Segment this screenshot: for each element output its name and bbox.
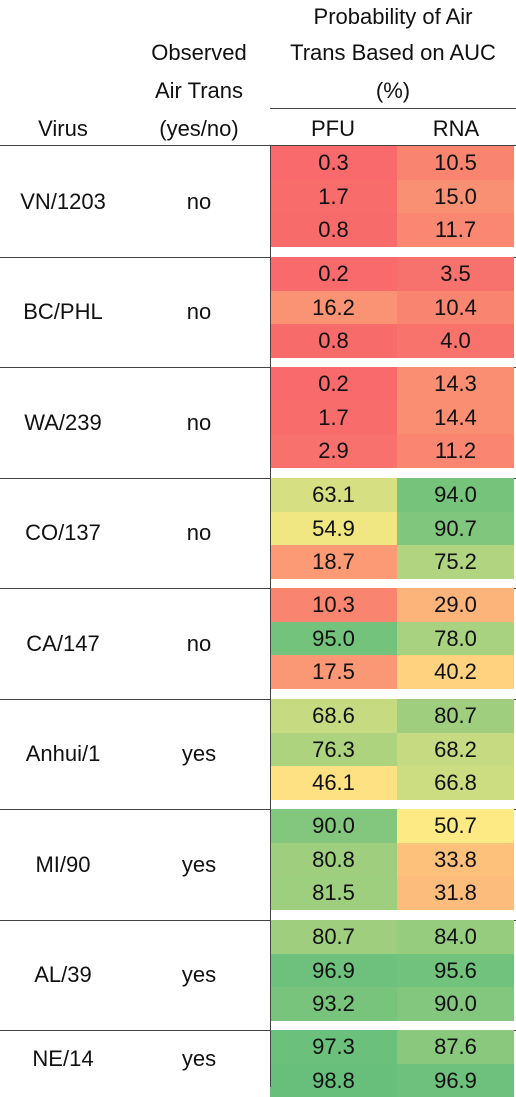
pfu-value: 0.8 [270, 324, 397, 358]
rna-value: 50.7 [397, 809, 514, 843]
pfu-value: 2.9 [270, 434, 397, 468]
pfu-value: 97.3 [270, 1030, 397, 1064]
header-observed-line1: Observed [151, 40, 247, 65]
header-rna: RNA [432, 116, 480, 141]
virus-name: CO/137 [25, 520, 101, 545]
header-observed-line3: (yes/no) [159, 116, 239, 141]
virus-name: NE/14 [32, 1045, 94, 1071]
header-virus: Virus [38, 116, 88, 141]
rna-value: 11.2 [397, 434, 514, 468]
pfu-value: 81.5 [270, 876, 397, 910]
pfu-value: 96.9 [270, 954, 397, 987]
observed-air-trans: no [186, 409, 212, 435]
observed-air-trans: yes [181, 962, 217, 987]
pfu-value: 68.6 [270, 699, 397, 733]
pfu-value: 18.7 [270, 545, 397, 579]
header-probability-line3: (%) [375, 78, 411, 103]
group-separator [0, 1030, 516, 1031]
pfu-value: 63.1 [270, 478, 397, 512]
rna-value: 14.3 [397, 367, 514, 401]
pfu-value: 54.9 [270, 512, 397, 545]
pfu-value: 0.2 [270, 257, 397, 291]
group-separator [0, 367, 516, 368]
rna-value: 3.5 [397, 257, 514, 291]
header-bottom-rule [0, 145, 516, 146]
virus-name: Anhui/1 [25, 741, 101, 766]
virus-name: AL/39 [34, 962, 92, 987]
rna-value: 15.0 [397, 180, 514, 213]
pfu-value: 16.2 [270, 291, 397, 324]
virus-name: BC/PHL [23, 299, 103, 324]
group-separator [0, 478, 516, 479]
group-separator [0, 257, 516, 258]
rna-value: 31.8 [397, 876, 514, 910]
rna-value: 68.2 [397, 733, 514, 766]
rna-value: 29.0 [397, 588, 514, 622]
rna-value: 10.4 [397, 291, 514, 324]
pfu-value: 80.7 [270, 920, 397, 954]
observed-air-trans: no [186, 520, 212, 545]
rna-value: 4.0 [397, 324, 514, 358]
virus-name: WA/239 [24, 409, 102, 435]
header-pfu: PFU [311, 116, 355, 141]
pfu-value: 76.3 [270, 733, 397, 766]
header-observed-line2: Air Trans [154, 78, 244, 103]
rna-value: 66.8 [397, 766, 514, 800]
pfu-value: 0.3 [270, 146, 397, 180]
pfu-value: 98.8 [270, 1064, 397, 1097]
rna-value: 10.5 [397, 146, 514, 180]
rna-value: 90.0 [397, 987, 514, 1021]
pfu-value: 95.0 [270, 622, 397, 655]
pfu-value: 93.2 [270, 987, 397, 1021]
virus-name: VN/1203 [20, 188, 106, 214]
pfu-value: 80.8 [270, 843, 397, 876]
virus-name: MI/90 [35, 851, 91, 877]
pfu-value: 10.3 [270, 588, 397, 622]
group-separator [0, 920, 516, 921]
observed-air-trans: no [186, 630, 212, 656]
column-divider [270, 146, 271, 1087]
header-probability-line2: Trans Based on AUC [290, 40, 496, 65]
rna-value: 96.9 [397, 1064, 514, 1097]
rna-value: 95.6 [397, 954, 514, 987]
group-separator [0, 699, 516, 700]
virus-name: CA/147 [26, 630, 100, 656]
observed-air-trans: no [186, 188, 212, 214]
pfu-value: 1.7 [270, 180, 397, 213]
group-separator [0, 809, 516, 810]
group-separator [0, 588, 516, 589]
pfu-value: 46.1 [270, 766, 397, 800]
header-underline [270, 108, 516, 109]
pfu-value: 0.8 [270, 213, 397, 247]
rna-value: 94.0 [397, 478, 514, 512]
rna-value: 14.4 [397, 401, 514, 434]
observed-air-trans: yes [181, 1045, 217, 1071]
observed-air-trans: yes [181, 851, 217, 877]
rna-value: 11.7 [397, 213, 514, 247]
observed-air-trans: yes [181, 741, 217, 766]
rna-value: 40.2 [397, 655, 514, 689]
rna-value: 90.7 [397, 512, 514, 545]
rna-value: 75.2 [397, 545, 514, 579]
pfu-value: 1.7 [270, 401, 397, 434]
rna-value: 33.8 [397, 843, 514, 876]
rna-value: 80.7 [397, 699, 514, 733]
rna-value: 87.6 [397, 1030, 514, 1064]
rna-value: 78.0 [397, 622, 514, 655]
pfu-value: 90.0 [270, 809, 397, 843]
rna-value: 84.0 [397, 920, 514, 954]
header-probability-line1: Probability of Air [313, 4, 473, 29]
pfu-value: 17.5 [270, 655, 397, 689]
observed-air-trans: no [186, 299, 212, 324]
pfu-value: 0.2 [270, 367, 397, 401]
